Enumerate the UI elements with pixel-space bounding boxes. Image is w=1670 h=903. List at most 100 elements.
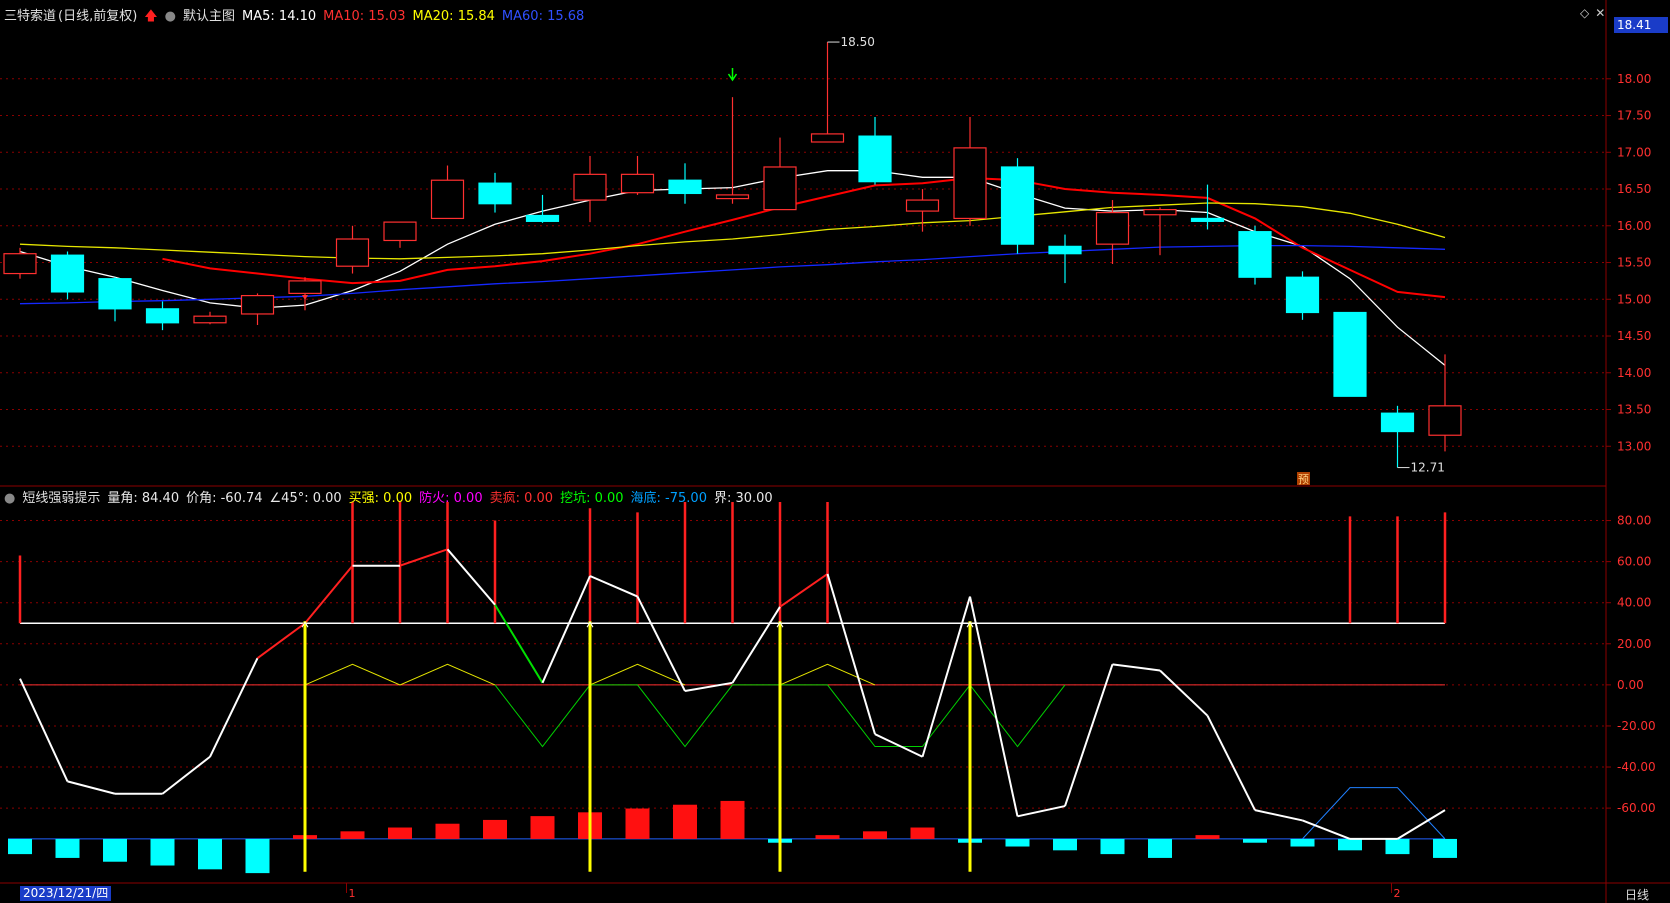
candle-body	[620, 173, 655, 194]
candle-body	[953, 147, 987, 220]
candle[interactable]	[1000, 158, 1035, 254]
histogram-bar	[910, 827, 935, 839]
candle[interactable]	[1380, 405, 1415, 468]
pulse-arrow-icon	[586, 621, 594, 628]
candle[interactable]	[858, 117, 892, 185]
candle-body	[573, 173, 607, 201]
candle[interactable]	[525, 194, 560, 223]
candle[interactable]	[335, 225, 370, 274]
blue-line	[1302, 787, 1446, 840]
candle[interactable]	[430, 165, 465, 220]
candle[interactable]	[1428, 354, 1462, 452]
candle-body	[1428, 405, 1462, 436]
histogram-bar	[1433, 838, 1457, 858]
candle[interactable]	[98, 277, 132, 322]
price-tick-label: 13.00	[1617, 439, 1651, 453]
period-label[interactable]: 日线	[1625, 888, 1650, 902]
candle[interactable]	[763, 137, 797, 211]
strength-line-segment	[969, 596, 1019, 817]
candle-body	[335, 238, 370, 267]
ma60-label: MA60: 15.68	[501, 9, 585, 24]
candle-body	[1143, 209, 1177, 216]
strength-line-segment	[494, 604, 544, 684]
price-tick-label: 16.50	[1617, 182, 1651, 196]
price-annotation: 12.71	[1411, 461, 1445, 475]
green-arrow-icon	[727, 68, 738, 82]
candle[interactable]	[668, 163, 702, 204]
candle[interactable]	[193, 311, 227, 325]
candle[interactable]	[1333, 311, 1367, 397]
candle[interactable]	[620, 155, 655, 195]
histogram-bar	[388, 827, 412, 839]
price-tick-label: 15.50	[1617, 256, 1651, 270]
indicator-tick-label: 40.00	[1617, 596, 1651, 610]
histogram-bar	[1005, 838, 1030, 847]
histogram-bar	[150, 838, 175, 866]
strength-line-segment	[1112, 663, 1161, 672]
price-tick-label: 17.50	[1617, 109, 1651, 123]
candle[interactable]	[1190, 184, 1225, 230]
candle[interactable]	[288, 277, 322, 311]
strength-line-segment	[19, 678, 69, 782]
histogram-bar	[1148, 838, 1172, 858]
strength-line-segment	[684, 681, 733, 693]
histogram-bar	[625, 808, 650, 839]
candle[interactable]	[3, 247, 37, 279]
candle-body	[478, 182, 512, 205]
strength-line-segment	[1159, 669, 1209, 717]
candle-body	[430, 179, 465, 220]
candle[interactable]	[953, 117, 987, 226]
strength-line-segment	[1396, 809, 1446, 840]
settings-dot-icon[interactable]: ●	[4, 491, 16, 506]
strength-line-segment	[1302, 819, 1351, 840]
strength-line-segment	[1017, 805, 1066, 818]
indicator-value-2: ∠45°: 0.00	[269, 491, 342, 506]
histogram-bar	[720, 800, 745, 839]
strength-line-segment	[399, 548, 448, 567]
candle[interactable]	[810, 42, 845, 143]
candle-body	[1238, 231, 1272, 278]
candle[interactable]	[715, 97, 750, 204]
candle[interactable]	[1048, 234, 1082, 284]
candle[interactable]	[50, 251, 85, 300]
candle-body	[1048, 245, 1082, 255]
indicator-values: 量角: 84.40 价角: -60.74 ∠45°: 0.00 买强: 0.00 防火:…	[107, 491, 779, 506]
candle-body	[1190, 217, 1225, 222]
candle[interactable]	[240, 293, 275, 325]
candle[interactable]	[1095, 200, 1130, 264]
histogram-bar	[483, 819, 507, 839]
template-name[interactable]: 默认主图	[183, 9, 236, 24]
candle[interactable]	[1238, 225, 1272, 285]
candle[interactable]	[905, 189, 940, 232]
indicator-tick-label: 60.00	[1617, 555, 1651, 569]
indicator-name[interactable]: 短线强弱提示	[22, 491, 101, 506]
main-chart-header: 三特索道 (日线,前复权) 🡅 ● 默认主图 MA5: 14.10 MA10: 15.03 M…	[4, 5, 591, 29]
candle-body	[240, 294, 275, 315]
candle[interactable]	[145, 301, 180, 331]
candle[interactable]	[478, 172, 512, 213]
candle-body	[1333, 311, 1367, 397]
diamond-icon[interactable]: ◇	[1580, 6, 1596, 20]
arrow-up-icon[interactable]: 🡅	[144, 9, 158, 24]
strength-line-segment	[1064, 664, 1114, 807]
month-label: 1	[349, 887, 356, 900]
histogram-bar	[1338, 838, 1362, 851]
strength-line-segment	[921, 596, 971, 758]
stock-name[interactable]: 三特索道	[4, 9, 57, 24]
settings-dot-icon[interactable]: ●	[164, 9, 177, 24]
candle[interactable]	[1285, 271, 1320, 320]
candle[interactable]	[573, 155, 607, 223]
candle[interactable]	[383, 221, 417, 248]
histogram-bar	[198, 838, 222, 870]
candle-body	[905, 199, 940, 212]
candle[interactable]	[1143, 207, 1177, 256]
price-annotation: 18.50	[841, 35, 875, 49]
ma5-label: MA5: 14.10	[242, 9, 317, 24]
histogram-bar	[530, 816, 555, 839]
close-icon[interactable]: ✕	[1595, 6, 1612, 20]
indicator-value-1: 价角: -60.74	[186, 491, 263, 506]
strength-line-segment	[446, 548, 496, 606]
month-label: 2	[1394, 887, 1401, 900]
candle-body	[668, 179, 702, 195]
